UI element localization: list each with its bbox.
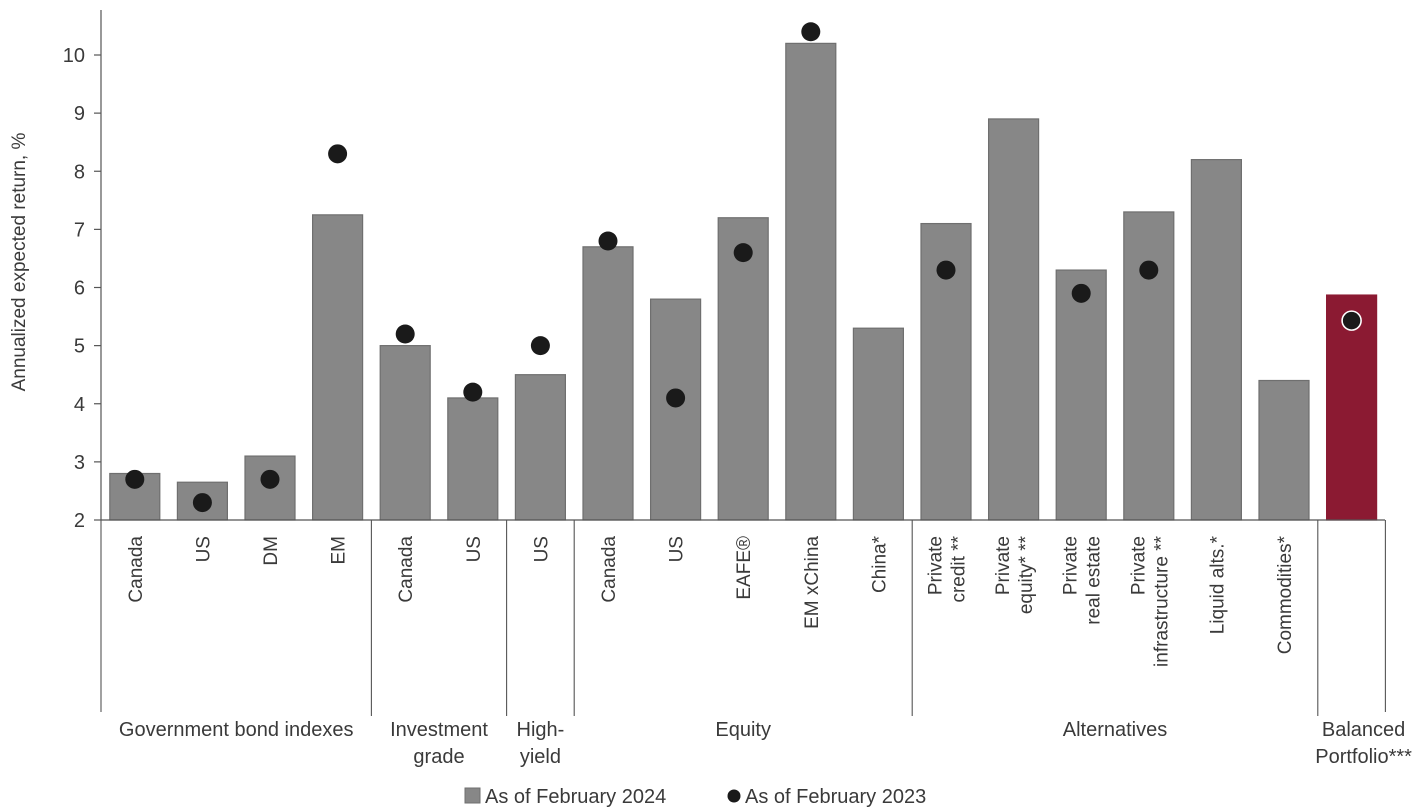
x-axis: Canada US DM EM Canada US US Canada US EAFE® EM xC… [100, 519, 1412, 768]
category-label-2: US [193, 536, 214, 562]
category-label-15: real estate [1084, 536, 1105, 625]
group-label-investment-grade: grade [413, 746, 464, 768]
category-label-18: Commodities* [1275, 535, 1296, 654]
y-tick-label: 10 [63, 45, 85, 67]
y-tick-label: 4 [74, 394, 85, 416]
category-label-7: US [531, 536, 552, 562]
dot-3 [260, 469, 280, 489]
category-label-17: Liquid alts.* [1207, 535, 1228, 634]
category-label-10: EAFE® [734, 536, 755, 600]
group-label-investment-grade: Investment [390, 719, 488, 741]
y-tick-label: 7 [74, 219, 85, 241]
category-label-15: Private [1061, 536, 1082, 595]
category-label-16: infrastructure ** [1151, 535, 1172, 667]
bar-10 [717, 217, 769, 521]
category-label-14: equity* ** [1016, 535, 1037, 614]
y-tick-label: 9 [74, 103, 85, 125]
category-label-16: Private [1128, 536, 1149, 595]
category-label-1: Canada [126, 536, 147, 603]
category-label-3: DM [261, 536, 282, 566]
bar-16 [1123, 211, 1175, 521]
dot-2 [192, 493, 212, 513]
legend-label-2024: As of February 2024 [485, 786, 666, 807]
dot-8 [598, 231, 618, 251]
category-label-12: China* [869, 535, 890, 593]
legend-bar-swatch [464, 787, 481, 804]
legend: As of February 2024 As of February 2023 [464, 786, 926, 807]
dot-1 [125, 469, 145, 489]
y-axis: 2 3 4 5 6 7 8 9 10 [63, 10, 102, 532]
category-label-6: US [464, 536, 485, 562]
bar-6 [447, 397, 499, 521]
legend-dot-swatch [727, 789, 741, 803]
group-label-equity: Equity [715, 719, 771, 741]
dot-13 [936, 260, 956, 280]
dot-15 [1071, 283, 1091, 303]
dot-16 [1139, 260, 1159, 280]
group-label-balanced-portfolio: Portfolio*** [1315, 746, 1412, 768]
dot-6 [463, 382, 483, 402]
bar-18 [1258, 379, 1310, 521]
category-label-11: EM xChina [802, 536, 823, 629]
y-tick-label: 6 [74, 278, 85, 300]
bar-14 [987, 118, 1040, 521]
group-label-high-yield: High- [517, 719, 565, 741]
category-label-9: US [667, 536, 688, 562]
category-label-8: Canada [599, 536, 620, 603]
y-tick-label: 3 [74, 452, 85, 474]
bar-11 [785, 42, 837, 521]
dot-4 [328, 144, 348, 164]
bar-series [109, 42, 1378, 521]
y-axis-title: Annualized expected return, % [9, 133, 30, 392]
dot-7 [530, 336, 550, 356]
category-label-13: credit ** [949, 535, 970, 602]
bar-9 [649, 298, 702, 521]
bar-17 [1190, 159, 1243, 521]
y-tick-label: 8 [74, 161, 85, 183]
dot-9 [666, 388, 686, 408]
legend-label-2023: As of February 2023 [745, 786, 926, 807]
group-label-high-yield: yield [520, 746, 561, 768]
dot-19 [1341, 310, 1362, 331]
bar-15 [1055, 269, 1107, 521]
category-label-5: Canada [396, 536, 417, 603]
category-label-14: Private [993, 536, 1014, 595]
bar-7 [514, 374, 567, 521]
y-tick-label: 5 [74, 336, 85, 358]
bar-8 [582, 246, 634, 521]
bar-4 [312, 214, 364, 521]
dot-11 [801, 22, 821, 42]
y-tick-label: 2 [74, 510, 85, 532]
group-label-alternatives: Alternatives [1063, 719, 1168, 741]
dot-5 [395, 324, 415, 344]
bar-5 [379, 345, 431, 521]
group-label-balanced-portfolio: Balanced [1322, 719, 1405, 741]
dot-series [125, 22, 1362, 513]
category-label-4: EM [329, 536, 350, 565]
dot-10 [733, 243, 753, 263]
group-label-government-bond-indexes: Government bond indexes [119, 719, 354, 741]
category-label-13: Private [926, 536, 947, 595]
bar-19 [1325, 294, 1378, 521]
bar-12 [852, 327, 905, 521]
